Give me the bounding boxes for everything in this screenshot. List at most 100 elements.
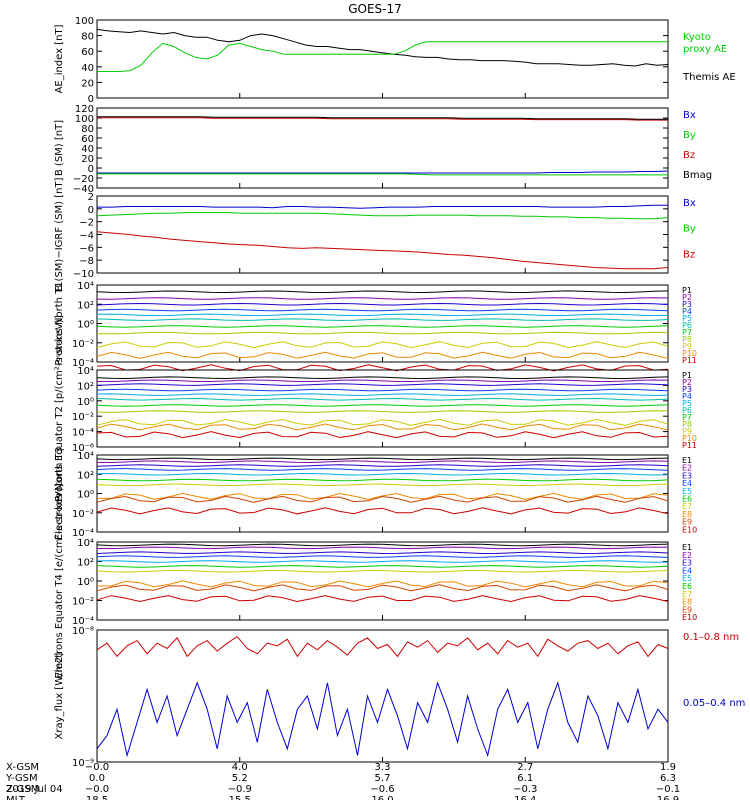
flux-line-P4	[96, 388, 669, 392]
flux-line-P3	[96, 302, 669, 306]
y-tick-label: 40	[81, 63, 94, 74]
flux-line-P7	[96, 325, 669, 328]
flux-line-E2	[96, 460, 669, 464]
y-tick-label: −4	[79, 231, 94, 242]
flux-line-P9	[96, 341, 669, 349]
legend-entry: P6	[682, 321, 692, 330]
legend-entry: Bx	[683, 110, 696, 121]
legend-entry: P8	[682, 420, 692, 429]
series-line-2	[97, 41, 668, 72]
y-tick-label: 10⁴	[77, 366, 94, 377]
y-tick-label: 0	[88, 205, 94, 216]
legend-entry: Bmag	[683, 170, 712, 181]
y-axis-label: AE_index [nT]	[54, 24, 65, 93]
series-line-2	[96, 681, 669, 758]
series-line-1	[97, 170, 669, 174]
legend-entry: Kyoto	[683, 32, 711, 43]
panel-frame	[96, 629, 669, 763]
y-tick-label: 10⁰	[77, 577, 94, 588]
legend-entry: E2	[682, 551, 692, 560]
series-line-2	[97, 173, 668, 176]
legend-entry: P1	[682, 286, 692, 295]
footer-value: 0.0	[89, 773, 105, 784]
flux-line-E6	[96, 478, 669, 482]
y-tick-label: 10⁰	[77, 397, 94, 408]
y-tick-label: 10⁴	[77, 451, 94, 462]
flux-line-P11	[96, 431, 669, 439]
y-tick-label: 80	[81, 124, 94, 135]
legend-entry: Themis AE	[682, 72, 736, 83]
legend-entry: P9	[682, 427, 692, 436]
y-tick-label: 0	[88, 94, 94, 105]
footer-value: −0.1	[656, 784, 680, 795]
legend-entry: E8	[682, 598, 692, 607]
flux-line-P1	[96, 290, 669, 294]
footer-value: −0.6	[370, 784, 394, 795]
y-tick-label: 10⁻⁴	[72, 528, 94, 539]
footer-value: 16.4	[514, 795, 536, 800]
y-axis-label: Protons Equator T2 [p/(cm²-s-sr-keV)]	[54, 315, 65, 502]
legend-entry: P7	[682, 413, 692, 422]
y-tick-label: 10⁴	[77, 281, 94, 292]
series-line-2	[96, 212, 669, 220]
legend-entry: E5	[682, 574, 692, 583]
y-axis-label: Xray_flux [W/m2]	[54, 652, 65, 739]
legend-entry: P1	[682, 371, 692, 380]
flux-line-P8	[96, 331, 669, 335]
legend-entry: P10	[682, 434, 697, 443]
footer-row-label: MLT	[6, 795, 26, 800]
y-axis-label: B (SM)−IGRF (SM) [nT]	[54, 177, 65, 291]
legend-entry: E10	[682, 525, 697, 534]
legend-entry: P4	[682, 307, 692, 316]
flux-line-P5	[96, 313, 669, 317]
flux-line-P2	[96, 297, 669, 300]
y-tick-label: −10	[73, 269, 94, 280]
footer-row-label: Z-GSM	[6, 784, 39, 795]
flux-line-P6	[96, 397, 669, 401]
flux-line-E7	[96, 483, 669, 487]
y-tick-label: 10⁻²	[72, 339, 94, 350]
y-tick-label: 10⁰	[77, 320, 94, 331]
legend-entry: P8	[682, 335, 692, 344]
flux-line-P9	[96, 418, 669, 426]
y-tick-label: −20	[73, 174, 94, 185]
footer-value: 6.3	[660, 773, 676, 784]
y-tick-label: 20	[81, 154, 94, 165]
footer-value: 16.0	[371, 795, 393, 800]
flux-line-E3	[96, 464, 669, 467]
flux-line-E7	[96, 570, 669, 573]
y-axis-label: B (SM) [nT]	[54, 120, 65, 176]
panel-frame	[96, 19, 669, 99]
footer-value: 15.5	[229, 795, 251, 800]
legend-entry: Bx	[683, 198, 696, 209]
y-tick-label: 10⁻²	[72, 412, 94, 423]
flux-line-E8	[97, 492, 669, 500]
legend-entry: P3	[682, 300, 692, 309]
legend-entry: E4	[682, 479, 692, 488]
flux-line-P11	[96, 364, 669, 372]
footer-value: 5.2	[232, 773, 248, 784]
flux-line-P7	[96, 404, 669, 407]
legend-entry: E6	[682, 495, 692, 504]
flux-line-P4	[96, 308, 669, 312]
legend-entry: P5	[682, 399, 692, 408]
legend-entry: P2	[682, 293, 692, 302]
panel-7: 10⁻⁴ 10⁻² 10⁰ 10² 10⁴ Electrons Equator T4 [e…	[54, 483, 697, 678]
flux-line-P2	[97, 379, 669, 382]
series-line-1	[96, 635, 669, 658]
legend-entry: E3	[682, 559, 692, 568]
y-tick-label: 10⁰	[77, 490, 94, 501]
footer-date: 2019 Jul 04	[6, 784, 63, 795]
footer-value: 2.7	[517, 762, 533, 773]
footer-value: 18.5	[86, 795, 108, 800]
y-tick-label: 10⁻²	[72, 597, 94, 608]
series-line-3	[97, 117, 668, 121]
y-tick-label: 10⁻⁴	[72, 616, 94, 627]
panel-frame	[96, 284, 669, 363]
footer-row-label: X-GSM	[6, 762, 39, 773]
series-line-1	[97, 204, 668, 209]
flux-line-E8	[97, 580, 669, 588]
